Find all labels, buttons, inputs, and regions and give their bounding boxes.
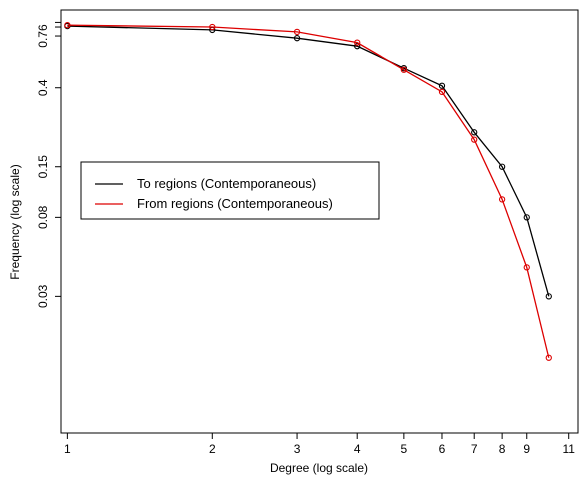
data-point xyxy=(471,136,478,143)
y-tick-label: 0.15 xyxy=(36,155,50,179)
data-point xyxy=(354,43,361,50)
data-point xyxy=(354,39,361,46)
series-layer xyxy=(64,21,552,361)
data-point xyxy=(438,88,446,96)
data-point xyxy=(293,28,301,36)
y-tick-label: 0.76 xyxy=(36,24,50,48)
data-point xyxy=(498,196,506,203)
series-line xyxy=(67,25,550,297)
data-point xyxy=(471,129,478,136)
x-tick-label: 11 xyxy=(562,442,575,456)
data-point xyxy=(209,23,216,31)
x-tick-label: 5 xyxy=(401,442,408,456)
x-tick-label: 2 xyxy=(209,442,216,456)
data-point xyxy=(400,66,408,73)
legend-label-to-regions: To regions (Contemporaneous) xyxy=(137,176,316,191)
y-tick-label: 0.08 xyxy=(36,205,50,229)
x-tick-label: 4 xyxy=(354,442,361,456)
legend-box xyxy=(80,161,380,220)
x-axis: 1 2 3 4 5 6 7 8 9 11 xyxy=(64,433,575,456)
data-point xyxy=(523,264,530,271)
x-tick-label: 9 xyxy=(523,442,530,456)
series-line xyxy=(67,24,550,358)
data-point xyxy=(293,35,301,42)
data-point xyxy=(438,82,446,89)
x-axis-title: Degree (log scale) xyxy=(270,461,368,475)
x-tick-label: 7 xyxy=(471,442,478,456)
plot-frame xyxy=(60,9,579,434)
data-point xyxy=(64,21,71,29)
y-tick-label: 0.4 xyxy=(36,79,50,96)
x-tick-label: 1 xyxy=(64,442,71,456)
y-axis-title: Frequency (log scale) xyxy=(8,164,22,279)
series-to-regions xyxy=(64,22,552,300)
x-tick-label: 8 xyxy=(499,442,506,456)
y-axis: 0.03 0.08 0.15 0.4 0.76 xyxy=(36,21,61,308)
x-tick-label: 6 xyxy=(439,442,446,456)
legend-label-from-regions: From regions (Contemporaneous) xyxy=(137,196,333,211)
data-point xyxy=(545,354,552,361)
legend: To regions (Contemporaneous) From region… xyxy=(80,161,380,220)
y-tick-label: 0.03 xyxy=(36,284,50,308)
data-point xyxy=(545,293,552,300)
data-point xyxy=(523,214,530,221)
data-point xyxy=(498,163,506,170)
series-from-regions xyxy=(64,21,552,361)
x-tick-label: 3 xyxy=(294,442,301,456)
